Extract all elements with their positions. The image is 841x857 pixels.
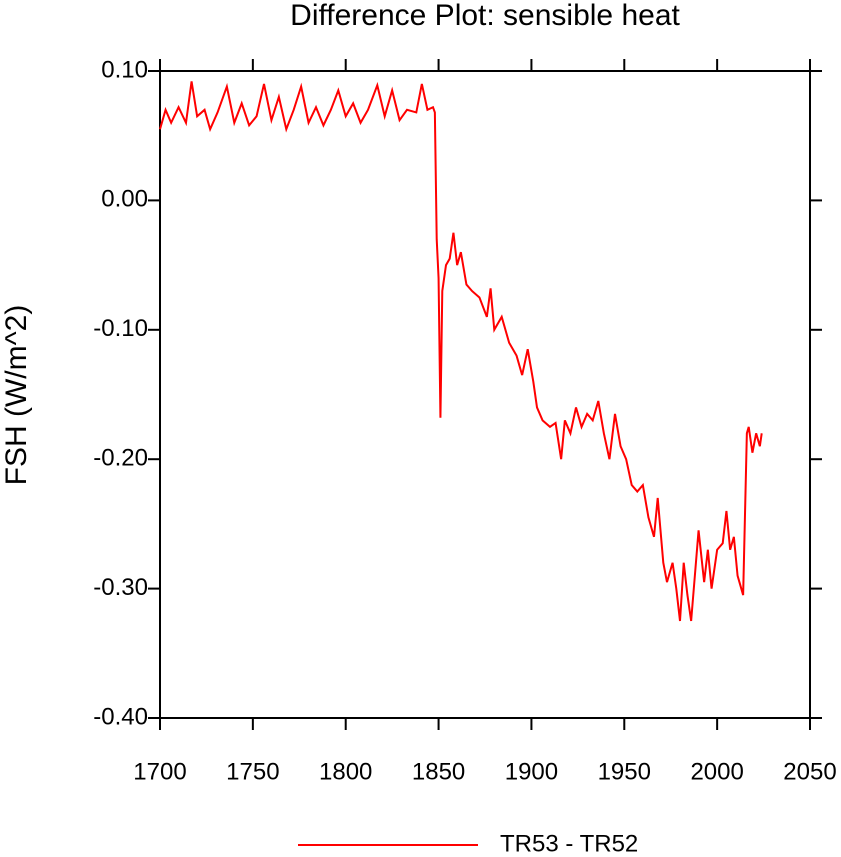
chart-title: Difference Plot: sensible heat (290, 0, 680, 32)
x-tick-label: 1950 (598, 758, 651, 785)
y-tick-label: -0.10 (93, 315, 148, 342)
x-tick-label: 2050 (783, 758, 836, 785)
x-tick-label: 1800 (319, 758, 372, 785)
y-tick-label: -0.40 (93, 703, 148, 730)
y-tick-label: -0.20 (93, 445, 148, 472)
x-tick-label: 1850 (412, 758, 465, 785)
plot-frame (159, 70, 811, 719)
x-tick-label: 1750 (226, 758, 279, 785)
x-tick-label: 2000 (690, 758, 743, 785)
x-tick-label: 1700 (133, 758, 186, 785)
legend-label: TR53 - TR52 (500, 830, 638, 857)
y-tick-label: 0.00 (101, 186, 148, 213)
y-tick-label: 0.10 (101, 56, 148, 83)
y-axis-label: FSH (W/m^2) (0, 305, 33, 486)
y-tick-label: -0.30 (93, 574, 148, 601)
x-tick-label: 1900 (505, 758, 558, 785)
data-line (159, 81, 763, 622)
